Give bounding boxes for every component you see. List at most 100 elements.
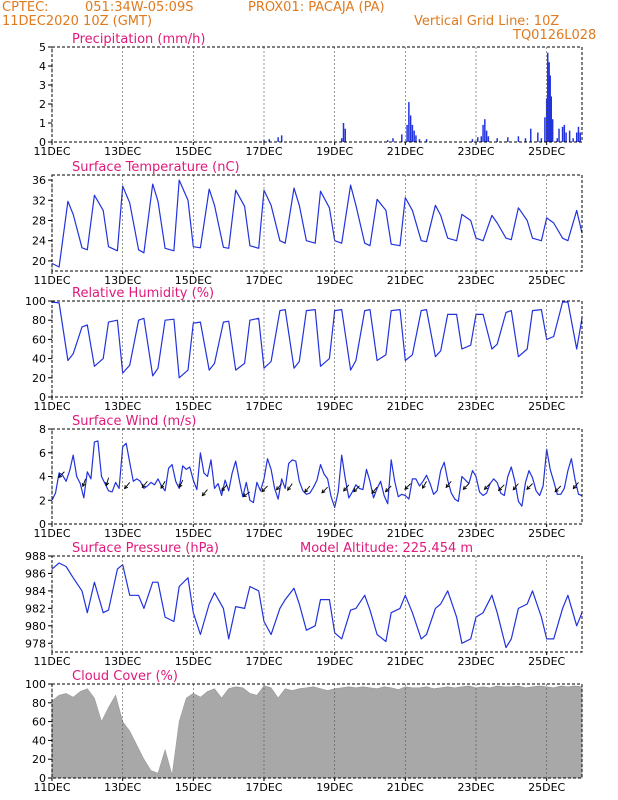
header-run: 11DEC2020 10Z (GMT) [2,14,153,29]
wind-arrow [422,481,427,489]
x-tick-label: 25DEC [528,145,565,158]
y-tick-label: 978 [25,637,46,650]
panel-title: Precipitation (mm/h) [72,32,205,47]
x-tick-label: 17DEC [245,274,282,287]
x-tick-label: 11DEC [33,274,70,287]
x-tick-label: 25DEC [528,400,565,413]
precip-bar [563,124,566,142]
x-tick-label: 11DEC [33,145,70,158]
wind-arrow-head [58,473,63,479]
precip-bar [551,119,554,142]
precip-bar [530,128,532,142]
precip-bar [401,134,403,142]
wind-arrow-head [512,486,517,491]
precip-bar [568,130,571,142]
wind-arrow-head [123,485,129,490]
y-tick-label: 40 [32,734,46,747]
y-tick-label: 80 [32,314,46,327]
panel-rh: 0 20 40 60 80 100 11DEC 13DEC 15DEC 17DEC 19DEC 21D… [25,286,583,413]
x-tick-label: 17DEC [245,655,282,668]
wind-arrow-head [221,487,226,492]
x-tick-label: 23DEC [457,145,494,158]
y-tick-label: 40 [32,353,46,366]
plot-frame [51,555,583,653]
precip-bar [418,139,421,142]
wind-arrow [498,484,505,491]
wind-arrow [221,484,228,492]
wind-arrow [353,485,360,492]
y-tick-label: 100 [25,678,46,691]
precip-bar [482,124,484,142]
x-tick-label: 13DEC [104,400,141,413]
precip-bar [496,138,498,142]
precip-bar [556,138,559,142]
wind-arrow [124,482,131,489]
precip-bar [579,132,581,142]
y-tick-label: 100 [25,295,46,308]
wind-arrow [304,485,311,493]
precip-bar [411,124,414,142]
x-tick-label: 17DEC [245,781,282,794]
x-tick-label: 15DEC [175,781,212,794]
y-tick-label: 982 [25,602,46,615]
precip-bar [425,139,428,142]
x-tick-label: 23DEC [457,655,494,668]
wind-line [51,440,583,508]
x-tick-label: 19DEC [316,400,353,413]
x-tick-label: 25DEC [528,655,565,668]
panel-pres: 978 980 982 984 986 988 11DEC 13DEC 15DEC 17DEC 19… [25,541,583,668]
precip-bar [409,115,412,142]
x-tick-label: 15DEC [175,274,212,287]
wind-arrow-head [304,488,309,493]
x-tick-label: 19DEC [316,274,353,287]
x-tick-label: 15DEC [175,145,212,158]
wind-arrow-head [404,485,409,490]
y-tick-label: 28 [32,214,46,227]
precip-bar [572,138,574,142]
y-tick-label: 980 [25,620,46,633]
x-tick-label: 19DEC [316,781,353,794]
precip-bar [268,139,271,142]
y-tick-label: 20 [32,753,46,766]
precip-bar [537,132,539,142]
precip-bar [548,62,550,143]
x-tick-label: 19DEC [316,655,353,668]
precip-bar [471,139,474,142]
x-tick-label: 17DEC [245,527,282,540]
header-code: TQ0126L028 [513,28,597,43]
wind-arrow-head [201,492,206,497]
wind-arrow-head [321,489,326,494]
precip-bar [408,102,410,142]
wind-arrow-head [160,484,165,489]
header-coords: 051:34W-05:09S [85,0,194,15]
y-tick-label: 60 [32,716,46,729]
wind-arrow-head [572,485,577,490]
wind-arrow-head [483,485,488,490]
x-tick-label: 15DEC [175,400,212,413]
wind-arrow-head [554,488,559,493]
x-tick-label: 21DEC [387,145,424,158]
cloud-area [51,685,583,779]
y-tick-label: 24 [32,235,46,248]
y-tick-label: 0 [39,518,46,531]
wind-arrow [404,483,411,490]
x-tick-label: 13DEC [104,781,141,794]
x-tick-label: 11DEC [33,781,70,794]
wind-arrow-head [462,485,467,490]
wind-arrow [106,477,109,486]
wind-arrow [484,483,491,490]
wind-arrow-head [526,485,531,490]
precip-bar [484,119,486,142]
x-tick-label: 21DEC [387,400,424,413]
wind-arrow [462,483,470,490]
wind-arrow-head [422,484,426,489]
temp-line [51,179,583,268]
wind-arrow [201,489,208,496]
wind-arrow-head [105,481,110,487]
wind-arrow [243,491,251,497]
wind-arrow [82,478,86,487]
plot-area [52,47,582,142]
wind-arrow-head [242,493,247,498]
panel-title: Surface Pressure (hPa) [72,541,219,556]
y-tick-label: 986 [25,567,46,580]
